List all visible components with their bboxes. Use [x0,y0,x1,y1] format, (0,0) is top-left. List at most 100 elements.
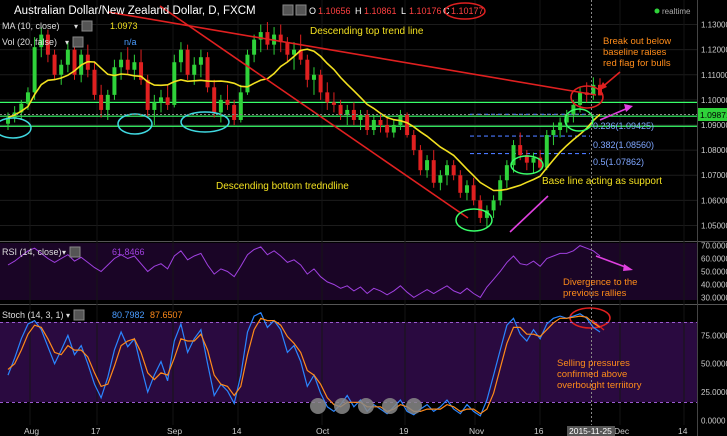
divergence-annotation-2: previous rallies [563,288,627,299]
candle-body [45,34,50,55]
time-tick-label: Oct [316,426,330,436]
rsi-legend[interactable]: RSI (14, close) [2,247,62,257]
candle-body [132,62,137,70]
ma-value: 1.0973 [110,21,138,31]
candle-body [192,64,197,75]
price-tick-label: 1.06000 [701,196,727,205]
vol-dropdown-icon[interactable]: ▾ [65,38,69,47]
candle-body [491,200,496,211]
scroll-right-button[interactable] [406,398,422,414]
price-tick-label: 1.08000 [701,146,727,155]
stoch-legend[interactable]: Stoch (14, 3, 1) [2,310,64,320]
ohlc-h-value: 1.10861 [364,6,397,16]
legend-button[interactable] [69,246,81,258]
candle-body [19,103,24,113]
time-tick-label: 17 [91,426,101,436]
ohlc-h-key: H [355,6,362,16]
legend-button[interactable] [72,36,84,48]
close-price-circle [444,2,486,20]
candle-body [524,155,529,163]
ma-dropdown-icon[interactable]: ▾ [74,22,78,31]
candle-body [218,99,223,113]
candle-body [564,114,569,123]
candle-body [458,175,463,193]
candle-body [325,92,330,103]
candle-body [305,59,310,80]
date-badge: 2015-11-25 [569,426,612,436]
candle-body [371,119,376,131]
rsi-dropdown-icon[interactable]: ▾ [62,248,66,257]
ohlc-c-key: C [443,6,450,16]
rsi-line [7,245,601,299]
candle-body [511,145,516,166]
support-circle [0,117,32,139]
scroll-left-button[interactable] [310,398,326,414]
breakout-arrowhead [598,82,607,91]
candle-body [365,114,370,131]
divergence-annotation-1: Divergence to the [563,277,637,288]
time-tick-label: 14 [232,426,242,436]
candle-body [212,87,217,113]
candle-body [518,145,523,156]
time-tick-label: Nov [469,426,485,436]
candle-body [258,32,263,40]
reset-button[interactable] [358,398,374,414]
candle-body [378,119,383,125]
ohlc-c-value: 1.10177 [451,6,484,16]
ma-legend[interactable]: MA (10, close) [2,21,60,31]
candles [6,22,602,228]
candle-body [358,114,363,120]
candle-body [158,97,163,103]
candle-body [92,69,97,95]
ohlc-l-key: L [401,6,406,16]
realtime-dot [654,8,660,14]
candle-body [391,125,396,133]
candle-body [25,92,30,104]
stoch-dropdown-icon[interactable]: ▾ [66,311,70,320]
vol-legend[interactable]: Vol (20, false) [2,37,57,47]
candle-body [99,94,104,110]
candle-body [431,160,436,183]
candle-body [245,54,250,93]
date-badge-box [567,426,615,436]
support-circle [180,111,230,133]
header-button[interactable] [295,4,307,16]
fib-label: 0.5(1.07862) [593,157,644,167]
ohlc-l-value: 1.10176 [409,6,442,16]
low-circle [455,208,493,232]
header-button[interactable] [282,4,294,16]
fib-label: 0.236(1.09425) [593,121,654,131]
price-tick-label: 1.11000 [701,71,727,80]
candle-body [345,109,350,115]
rsi-tick-label: 70.0000 [701,242,727,251]
candle-body [32,47,37,93]
candle-body [185,49,190,75]
price-tick-label: 1.12000 [701,46,727,55]
stoch-arrow [591,319,605,331]
legend-button[interactable] [81,20,93,32]
zoom-out-button[interactable] [334,398,350,414]
candle-body [544,135,549,168]
candle-body [72,49,77,75]
support-arrow [509,195,549,233]
candle-body [438,175,443,183]
candle-body [225,99,230,105]
price-tick-label: 1.05000 [701,221,727,230]
symbol-title[interactable]: Australian Dollar/New Zealand Dollar, D,… [14,5,256,17]
zoom-in-button[interactable] [382,398,398,414]
candle-body [125,59,130,70]
price-tick-label: 1.07000 [701,171,727,180]
top-trend-annotation: Descending top trend line [310,26,424,37]
stoch-k-value: 80.7982 [112,310,145,320]
time-tick-label: 14 [678,426,688,436]
rsi-value: 61.8466 [112,247,145,257]
rsi-arrow [595,255,629,269]
candle-body [105,94,110,110]
candle-body [119,59,124,68]
candle-body [292,49,297,55]
candle-body [238,92,243,120]
pullback-circle [510,155,544,175]
legend-button[interactable] [73,309,85,321]
ohlc-o-value: 1.10656 [318,6,351,16]
